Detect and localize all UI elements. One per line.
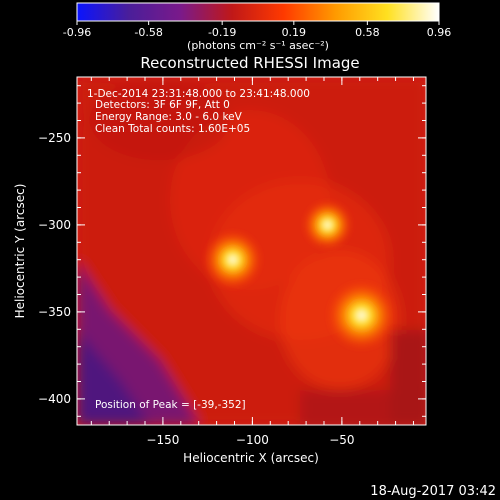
y-tick-label: −300 [38, 218, 71, 232]
colorbar-tick-label: 0.96 [427, 26, 452, 39]
emission-source [202, 229, 263, 290]
heatmap-image [77, 77, 426, 425]
colorbar-tick-label: -0.96 [63, 26, 91, 39]
colorbar-tick-label: 0.19 [282, 26, 307, 39]
annotation-line: 1-Dec-2014 23:31:48.000 to 23:41:48.000 [87, 88, 310, 100]
x-tick-label: −150 [146, 433, 179, 447]
y-tick-label: −400 [38, 392, 71, 406]
colorbar-ticks: -0.96 -0.58 -0.19 0.19 0.58 0.96 [63, 21, 451, 39]
x-axis: −150 −100 −50 [90, 77, 414, 447]
y-axis-label: Heliocentric Y (arcsec) [13, 184, 27, 319]
y-tick-label: −250 [38, 131, 71, 145]
colorbar-tick-label: -0.19 [208, 26, 236, 39]
x-tick-label: −50 [329, 433, 354, 447]
footer-date: 18-Aug-2017 03:42 [370, 484, 496, 499]
peak-position-label: Position of Peak = [-39,-352] [95, 399, 246, 411]
y-axis: −250 −300 −350 −400 [38, 85, 426, 417]
chart-title: Reconstructed RHESSI Image [140, 54, 359, 72]
y-tick-label: −350 [38, 305, 71, 319]
annotation-line: Energy Range: 3.0 - 6.0 keV [95, 111, 243, 123]
colorbar-tick-label: -0.58 [134, 26, 162, 39]
x-tick-label: −100 [236, 433, 269, 447]
annotation-line: Detectors: 3F 6F 9F, Att 0 [95, 99, 230, 111]
colorbar-tick-label: 0.58 [355, 26, 380, 39]
colorbar-units-label: (photons cm⁻² s⁻¹ asec⁻²) [187, 39, 329, 52]
plot-frame [76, 76, 427, 426]
annotation-block: 1-Dec-2014 23:31:48.000 to 23:41:48.000D… [87, 88, 310, 135]
emission-source [302, 199, 353, 251]
colorbar [76, 2, 440, 22]
annotation-line: Clean Total counts: 1.60E+05 [95, 123, 250, 135]
emission-source [326, 280, 397, 351]
x-axis-label: Heliocentric X (arcsec) [183, 451, 319, 465]
